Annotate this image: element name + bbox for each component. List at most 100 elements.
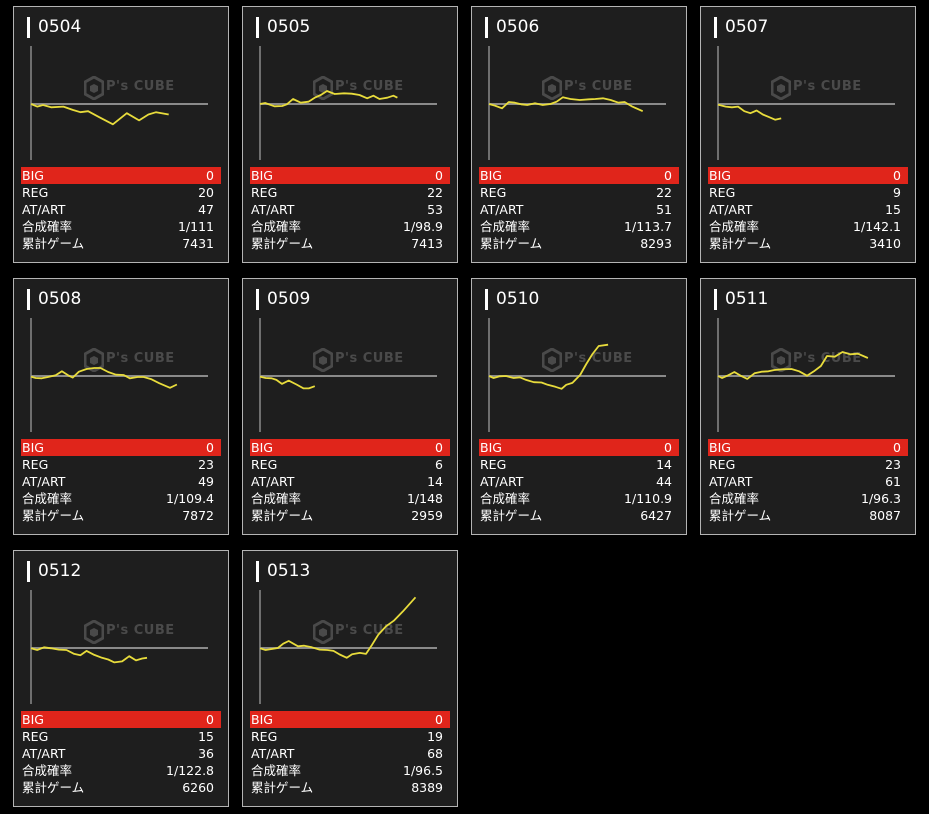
watermark-text: P's CUBE bbox=[793, 79, 862, 94]
stat-value: 23 bbox=[198, 457, 214, 472]
difference-chart bbox=[717, 46, 895, 160]
cube-logo-icon bbox=[771, 76, 791, 100]
watermark-text: P's CUBE bbox=[564, 351, 633, 366]
stat-row-atart: AT/ART 47 bbox=[21, 201, 221, 218]
machine-card[interactable]: 0504 P's CUBE BIG 0 REG 20 AT/ART 47 合成確率 1/… bbox=[13, 6, 229, 263]
stat-value: 14 bbox=[427, 474, 443, 489]
machine-card[interactable]: 0506 P's CUBE BIG 0 REG 22 AT/ART 51 合成確率 1/… bbox=[471, 6, 687, 263]
stat-label: BIG bbox=[709, 440, 731, 455]
stat-value: 9 bbox=[893, 185, 901, 200]
difference-chart bbox=[30, 46, 208, 160]
stat-row-reg: REG 23 bbox=[21, 456, 221, 473]
stat-label: BIG bbox=[480, 440, 502, 455]
stat-row-atart: AT/ART 68 bbox=[250, 745, 450, 762]
machine-number: 0507 bbox=[725, 17, 769, 37]
machine-card[interactable]: 0511 P's CUBE BIG 0 REG 23 AT/ART 61 合成確率 1/… bbox=[700, 278, 916, 535]
stat-row-atart: AT/ART 15 bbox=[708, 201, 908, 218]
stat-label: 累計ゲーム bbox=[22, 508, 85, 523]
stat-row-probability: 合成確率 1/111 bbox=[21, 218, 221, 235]
stat-row-big: BIG 0 bbox=[21, 167, 221, 184]
pscube-watermark-logo: P's CUBE bbox=[84, 618, 174, 648]
machine-card[interactable]: 0513 P's CUBE BIG 0 REG 19 AT/ART 68 合成確率 1/… bbox=[242, 550, 458, 807]
stat-row-big: BIG 0 bbox=[479, 439, 679, 456]
machine-card[interactable]: 0509 P's CUBE BIG 0 REG 6 AT/ART 14 合成確率 1/1… bbox=[242, 278, 458, 535]
stat-value: 0 bbox=[206, 712, 214, 727]
difference-series-line bbox=[30, 103, 169, 126]
stat-row-big: BIG 0 bbox=[250, 167, 450, 184]
machine-number: 0512 bbox=[38, 561, 82, 581]
stats-table: BIG 0 REG 6 AT/ART 14 合成確率 1/148 累計ゲーム 2959 bbox=[250, 439, 450, 524]
stat-row-atart: AT/ART 51 bbox=[479, 201, 679, 218]
machine-number: 0504 bbox=[38, 17, 82, 37]
difference-chart bbox=[259, 318, 437, 432]
pscube-watermark-logo: P's CUBE bbox=[542, 74, 632, 104]
machine-card[interactable]: 0510 P's CUBE BIG 0 REG 14 AT/ART 44 合成確率 1/… bbox=[471, 278, 687, 535]
difference-chart bbox=[259, 46, 437, 160]
cube-logo-icon bbox=[84, 348, 104, 372]
stat-row-probability: 合成確率 1/148 bbox=[250, 490, 450, 507]
stat-value: 6 bbox=[435, 457, 443, 472]
stat-value: 1/142.1 bbox=[853, 219, 901, 234]
watermark-text: P's CUBE bbox=[335, 79, 404, 94]
machine-card[interactable]: 0508 P's CUBE BIG 0 REG 23 AT/ART 49 合成確率 1/… bbox=[13, 278, 229, 535]
stat-row-total-games: 累計ゲーム 8087 bbox=[708, 507, 908, 524]
stat-label: AT/ART bbox=[480, 202, 524, 217]
stat-label: 累計ゲーム bbox=[709, 236, 772, 251]
title-accent-bar bbox=[27, 561, 30, 582]
watermark-text: P's CUBE bbox=[106, 351, 175, 366]
stat-row-atart: AT/ART 49 bbox=[21, 473, 221, 490]
machine-number: 0506 bbox=[496, 17, 540, 37]
stat-label: 累計ゲーム bbox=[22, 780, 85, 795]
machine-card[interactable]: 0507 P's CUBE BIG 0 REG 9 AT/ART 15 合成確率 1/1… bbox=[700, 6, 916, 263]
stat-row-atart: AT/ART 36 bbox=[21, 745, 221, 762]
stat-value: 1/110.9 bbox=[624, 491, 672, 506]
machine-card[interactable]: 0512 P's CUBE BIG 0 REG 15 AT/ART 36 合成確率 1/… bbox=[13, 550, 229, 807]
difference-series-line bbox=[259, 596, 417, 659]
stat-label: 合成確率 bbox=[480, 491, 531, 506]
machine-number: 0511 bbox=[725, 289, 769, 309]
stat-value: 23 bbox=[885, 457, 901, 472]
stat-row-reg: REG 22 bbox=[250, 184, 450, 201]
stat-row-total-games: 累計ゲーム 2959 bbox=[250, 507, 450, 524]
stat-row-total-games: 累計ゲーム 3410 bbox=[708, 235, 908, 252]
stat-value: 0 bbox=[664, 168, 672, 183]
stat-row-atart: AT/ART 53 bbox=[250, 201, 450, 218]
stat-label: 累計ゲーム bbox=[251, 508, 314, 523]
stat-row-probability: 合成確率 1/96.5 bbox=[250, 762, 450, 779]
stat-label: BIG bbox=[480, 168, 502, 183]
difference-series-line bbox=[717, 351, 869, 380]
stat-label: REG bbox=[251, 457, 278, 472]
stat-label: AT/ART bbox=[22, 202, 66, 217]
stat-label: 合成確率 bbox=[480, 219, 531, 234]
stat-value: 6260 bbox=[182, 780, 214, 795]
stat-row-atart: AT/ART 14 bbox=[250, 473, 450, 490]
stat-value: 1/98.9 bbox=[403, 219, 443, 234]
stat-row-big: BIG 0 bbox=[479, 167, 679, 184]
stat-row-reg: REG 9 bbox=[708, 184, 908, 201]
stat-row-big: BIG 0 bbox=[21, 439, 221, 456]
stat-label: 累計ゲーム bbox=[480, 508, 543, 523]
difference-series-line bbox=[488, 343, 609, 390]
stat-row-big: BIG 0 bbox=[250, 711, 450, 728]
stat-label: BIG bbox=[22, 168, 44, 183]
stat-label: REG bbox=[480, 457, 507, 472]
stat-value: 19 bbox=[427, 729, 443, 744]
title-accent-bar bbox=[714, 17, 717, 38]
stats-table: BIG 0 REG 23 AT/ART 49 合成確率 1/109.4 累計ゲーム 787… bbox=[21, 439, 221, 524]
difference-series-line bbox=[30, 367, 178, 389]
stat-value: 22 bbox=[427, 185, 443, 200]
stat-value: 0 bbox=[206, 440, 214, 455]
stat-label: BIG bbox=[251, 712, 273, 727]
stat-label: REG bbox=[709, 185, 736, 200]
stat-label: 累計ゲーム bbox=[22, 236, 85, 251]
stat-label: 累計ゲーム bbox=[251, 780, 314, 795]
machine-card[interactable]: 0505 P's CUBE BIG 0 REG 22 AT/ART 53 合成確率 1/… bbox=[242, 6, 458, 263]
stat-row-probability: 合成確率 1/109.4 bbox=[21, 490, 221, 507]
stat-value: 8087 bbox=[869, 508, 901, 523]
stat-value: 1/96.3 bbox=[861, 491, 901, 506]
stat-label: REG bbox=[22, 457, 49, 472]
cube-logo-icon bbox=[542, 348, 562, 372]
stat-label: BIG bbox=[251, 168, 273, 183]
stat-row-big: BIG 0 bbox=[250, 439, 450, 456]
watermark-text: P's CUBE bbox=[564, 79, 633, 94]
